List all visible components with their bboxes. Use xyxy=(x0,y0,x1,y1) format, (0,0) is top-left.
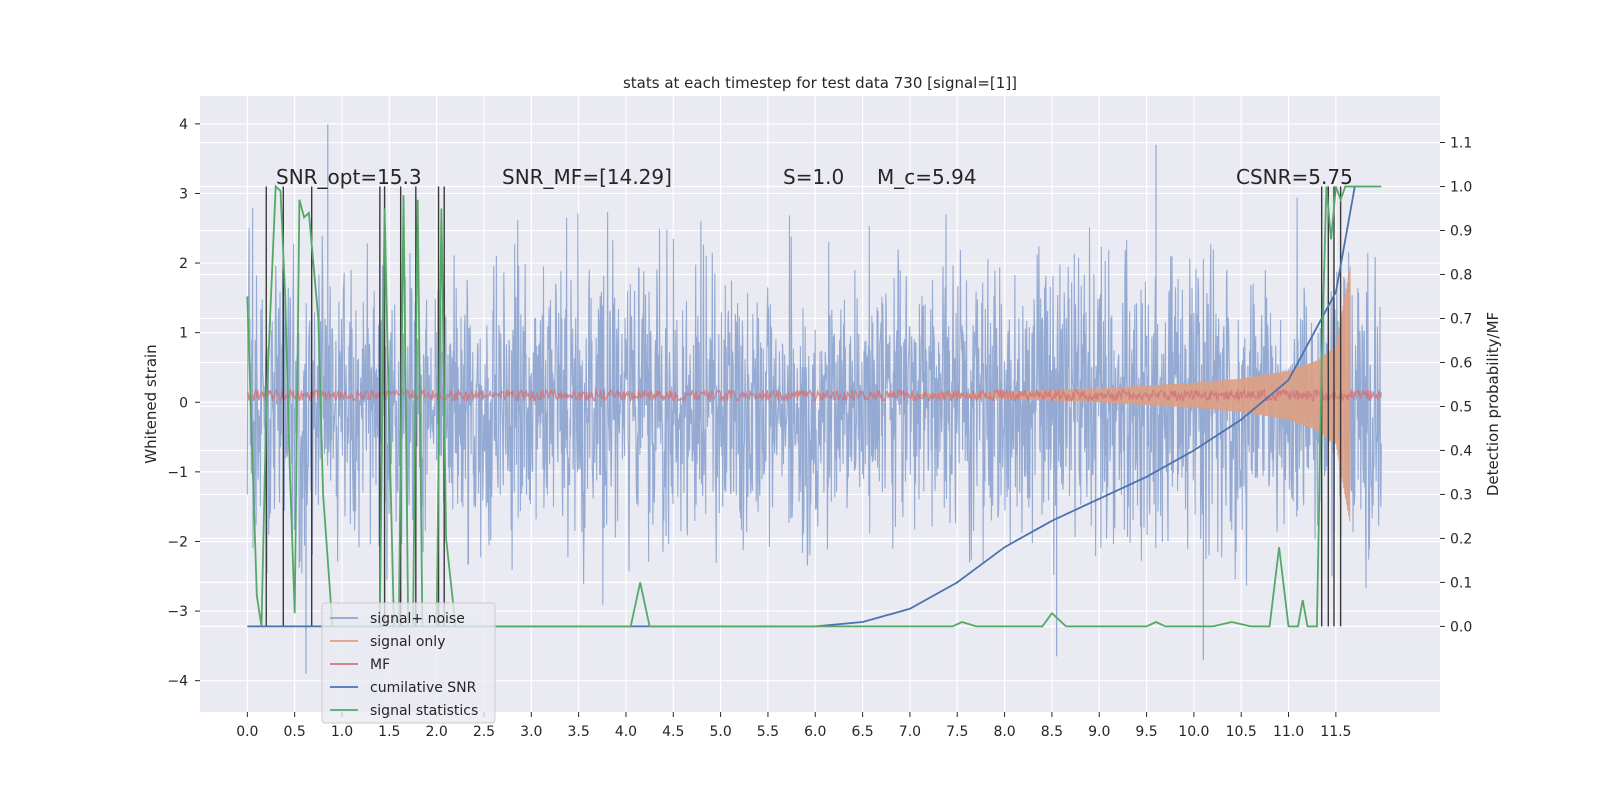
chart-title: stats at each timestep for test data 730… xyxy=(623,74,1017,92)
y-tick-label-8: 4 xyxy=(179,117,188,133)
x-tick-label-15: 7.5 xyxy=(946,724,968,740)
noise-trace xyxy=(246,197,1382,605)
y-axis-ticks: −4 −3 −2 −1 0 1 2 3 4 xyxy=(167,117,200,690)
legend-label-3: cumilative SNR xyxy=(370,680,477,696)
x-tick-label-14: 7.0 xyxy=(899,724,921,740)
y2-tick-label-0: 0.0 xyxy=(1450,619,1472,635)
y-tick-label-3: −1 xyxy=(167,465,188,481)
x-tick-label-12: 6.0 xyxy=(804,724,826,740)
x-tick-label-22: 11.0 xyxy=(1273,724,1304,740)
y2-tick-label-1: 0.1 xyxy=(1450,575,1472,591)
y-tick-label-1: −3 xyxy=(167,604,188,620)
legend-label-0: signal+ noise xyxy=(370,611,465,627)
y2-tick-label-6: 0.6 xyxy=(1450,355,1472,371)
series-mf xyxy=(246,387,1382,404)
y2-axis-title: Detection probability/MF xyxy=(1484,312,1502,496)
annotation-snr-opt: SNR_opt=15.3 xyxy=(276,165,422,189)
annotation-csnr: CSNR=5.75 xyxy=(1236,165,1353,189)
x-tick-label-6: 3.0 xyxy=(520,724,542,740)
y2-axis-ticks: 0.0 0.1 0.2 0.3 0.4 0.5 0.6 0.7 0.8 0.9 1.0 1.1 xyxy=(1440,135,1472,635)
x-tick-label-21: 10.5 xyxy=(1226,724,1257,740)
y-tick-label-5: 1 xyxy=(179,326,188,342)
x-tick-label-3: 1.5 xyxy=(378,724,400,740)
x-tick-label-20: 10.0 xyxy=(1178,724,1209,740)
x-tick-label-19: 9.5 xyxy=(1135,724,1157,740)
x-tick-label-5: 2.5 xyxy=(473,724,495,740)
y-tick-label-4: 0 xyxy=(179,395,188,411)
x-axis-ticks: 0.0 0.5 1.0 1.5 2.0 2.5 3.0 3.5 4.0 4.5 5.0 5.5 6.0 6… xyxy=(236,712,1351,740)
y-tick-label-2: −2 xyxy=(167,534,188,550)
x-tick-label-18: 9.0 xyxy=(1088,724,1110,740)
y2-tick-label-4: 0.4 xyxy=(1450,443,1472,459)
annotation-mc: M_c=5.94 xyxy=(877,165,977,189)
y2-tick-label-8: 0.8 xyxy=(1450,267,1472,283)
x-tick-label-17: 8.5 xyxy=(1041,724,1063,740)
x-tick-label-13: 6.5 xyxy=(851,724,873,740)
x-tick-label-10: 5.0 xyxy=(709,724,731,740)
y2-tick-label-9: 0.9 xyxy=(1450,223,1472,239)
y-axis-title: Whitened strain xyxy=(142,344,160,463)
x-tick-label-16: 8.0 xyxy=(993,724,1015,740)
x-tick-label-2: 1.0 xyxy=(331,724,353,740)
legend-label-4: signal statistics xyxy=(370,703,478,719)
y-tick-label-6: 2 xyxy=(179,256,188,272)
legend-label-2: MF xyxy=(370,657,390,673)
x-tick-label-1: 0.5 xyxy=(284,724,306,740)
x-tick-label-23: 11.5 xyxy=(1320,724,1351,740)
y2-tick-label-5: 0.5 xyxy=(1450,399,1472,415)
annotation-s: S=1.0 xyxy=(783,165,844,189)
x-tick-label-4: 2.0 xyxy=(426,724,448,740)
annotation-snr-mf: SNR_MF=[14.29] xyxy=(502,165,672,189)
x-tick-label-9: 4.5 xyxy=(662,724,684,740)
legend-label-1: signal only xyxy=(370,634,445,650)
y2-tick-label-7: 0.7 xyxy=(1450,311,1472,327)
series-signal-plus-noise xyxy=(246,124,1382,674)
y-tick-label-7: 3 xyxy=(179,186,188,202)
legend: signal+ noise signal only MF cumilative SNR… xyxy=(321,602,496,724)
y2-tick-label-2: 0.2 xyxy=(1450,531,1472,547)
y2-tick-label-11: 1.1 xyxy=(1450,135,1472,151)
y2-tick-label-3: 0.3 xyxy=(1450,487,1472,503)
mf-trace xyxy=(246,387,1382,404)
legend-box xyxy=(321,602,496,724)
y-tick-label-0: −4 xyxy=(167,674,188,690)
x-tick-label-7: 3.5 xyxy=(567,724,589,740)
y2-tick-label-10: 1.0 xyxy=(1450,179,1472,195)
x-tick-label-11: 5.5 xyxy=(757,724,779,740)
cumilative-snr-line xyxy=(247,186,1356,628)
x-tick-label-8: 4.0 xyxy=(615,724,637,740)
series-cumilative-snr xyxy=(247,186,1356,628)
x-tick-label-0: 0.0 xyxy=(236,724,258,740)
